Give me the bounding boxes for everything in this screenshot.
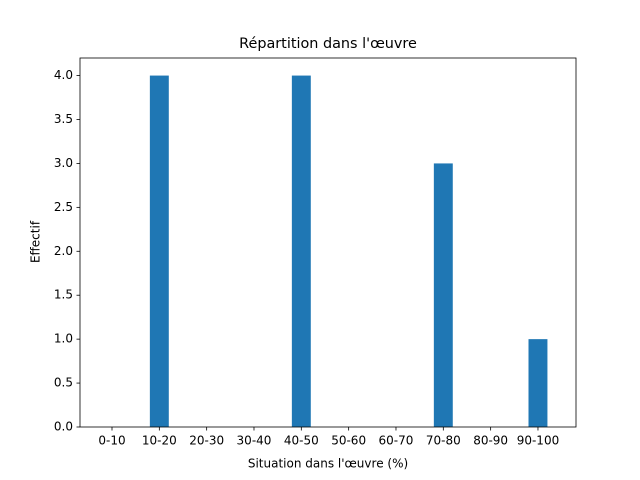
x-tick-label: 90-100 — [517, 434, 560, 448]
bar — [149, 75, 169, 428]
x-tick-label: 40-50 — [284, 434, 319, 448]
y-tick-label: 3.0 — [54, 156, 73, 170]
bar — [528, 339, 548, 427]
x-tick-label: 20-30 — [189, 434, 224, 448]
bar — [433, 163, 453, 427]
x-tick-label: 60-70 — [379, 434, 414, 448]
plot-frame — [79, 57, 577, 428]
y-tick-label: 2.0 — [54, 244, 73, 258]
chart-title: Répartition dans l'œuvre — [239, 36, 417, 52]
y-tick-label: 3.5 — [54, 112, 73, 126]
y-tick-label: 4.0 — [54, 68, 73, 82]
x-tick-label: 10-20 — [142, 434, 177, 448]
x-tick-label: 50-60 — [331, 434, 366, 448]
y-tick-label: 0.5 — [54, 376, 73, 390]
y-tick-label: 0.0 — [54, 420, 73, 434]
y-axis-label: Effectif — [29, 220, 43, 263]
y-tick-label: 1.0 — [54, 332, 73, 346]
x-tick-label: 30-40 — [237, 434, 272, 448]
x-axis-label: Situation dans l'œuvre (%) — [248, 457, 408, 471]
y-tick-label: 2.5 — [54, 200, 73, 214]
y-tick-label: 1.5 — [54, 288, 73, 302]
x-tick-label: 70-80 — [426, 434, 461, 448]
x-tick-label: 0-10 — [98, 434, 125, 448]
bar — [291, 75, 311, 428]
x-tick-label: 80-90 — [473, 434, 508, 448]
